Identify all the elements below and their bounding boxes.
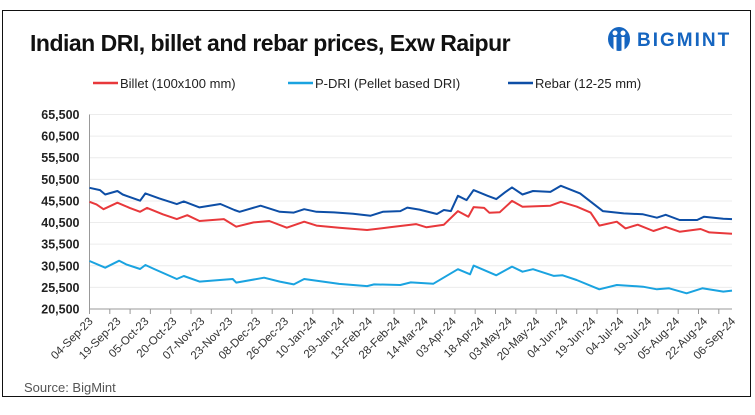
legend-label: Rebar (12-25 mm) (535, 76, 641, 91)
y-tick-label: 35,500 (41, 238, 79, 252)
legend: Billet (100x100 mm) P-DRI (Pellet based D… (93, 76, 641, 91)
series-line-0 (89, 199, 733, 235)
y-tick-label: 50,500 (41, 173, 79, 187)
chart-frame (2, 10, 751, 397)
logo-text: BIGMINT (637, 30, 732, 51)
gridlines (89, 114, 732, 288)
chart-title: Indian DRI, billet and rebar prices, Exw… (30, 30, 511, 56)
y-tick-label: 25,500 (41, 281, 79, 295)
y-tick-label: 20,500 (41, 303, 79, 317)
y-tick-label: 30,500 (41, 259, 79, 273)
series-line-2 (89, 184, 733, 221)
y-tick-label: 60,500 (41, 130, 79, 144)
series-line-1 (89, 259, 733, 295)
y-tick-label: 45,500 (41, 194, 79, 208)
legend-label: Billet (100x100 mm) (120, 76, 236, 91)
legend-label: P-DRI (Pellet based DRI) (315, 76, 460, 91)
y-tick-label: 40,500 (41, 216, 79, 230)
y-tick-label: 65,500 (41, 108, 79, 122)
y-tick-label: 55,500 (41, 151, 79, 165)
source-note: Source: BigMint (24, 380, 116, 395)
series-lines (89, 184, 733, 295)
x-axis: 04-Sep-2319-Sep-2305-Oct-2320-Oct-2307-N… (49, 308, 739, 363)
y-axis: 65,500 60,500 55,500 50,500 45,500 40,500 35,5… (41, 108, 90, 317)
bigmint-logo-icon (608, 27, 630, 53)
bigmint-logo: BIGMINT (606, 26, 731, 56)
